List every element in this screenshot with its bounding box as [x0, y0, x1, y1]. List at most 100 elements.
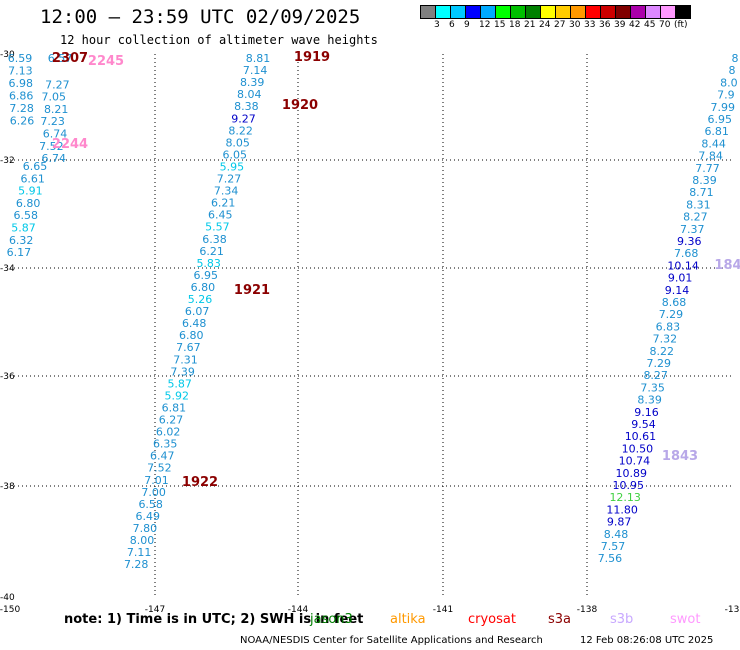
wave-height-value: 6.74 — [42, 152, 67, 165]
legend-labels: 3 6 9 12 15 18 21 24 27 30 33 36 39 42 45 70 (ft) — [421, 19, 691, 31]
wave-height-value: 6.57 — [48, 52, 73, 65]
legend-label: 42 — [629, 20, 641, 30]
legend-label: 3 — [434, 20, 440, 30]
wave-height-value: 6.48 — [182, 317, 207, 330]
pass-time-label: 1922 — [182, 475, 218, 490]
wave-height-value: 8.44 — [701, 137, 726, 150]
wave-height-value: 7.35 — [640, 381, 665, 394]
wave-height-value: 7.14 — [243, 64, 268, 77]
wave-height-value: 5.87 — [167, 377, 192, 390]
footer-credit: NOAA/NESDIS Center for Satellite Applica… — [240, 635, 543, 646]
wave-height-value: 6.02 — [156, 426, 181, 439]
mission-label-s3b: s3b — [610, 612, 634, 627]
legend-label: 70 — [659, 20, 671, 30]
wave-height-value: 9.54 — [631, 418, 656, 431]
wave-height-value: 8.27 — [643, 369, 668, 382]
color-legend: 3 6 9 12 15 18 21 24 27 30 33 36 39 42 45 70 (ft) — [420, 5, 691, 31]
legend-label: 27 — [554, 20, 566, 30]
wave-height-value: 9.36 — [677, 235, 702, 248]
mission-label-s3a: s3a — [548, 612, 572, 627]
wave-height-value: 6.59 — [8, 52, 33, 65]
pass-time-label: 2244 — [52, 137, 88, 152]
wave-height-value: 8 — [732, 52, 739, 65]
wave-height-value: 6.21 — [199, 245, 224, 258]
wave-height-value: 8.39 — [637, 394, 662, 407]
lat-tick-label: -34 — [0, 264, 15, 274]
wave-height-value: 8.39 — [240, 76, 265, 89]
wave-height-value: 5.57 — [205, 221, 230, 234]
track-east: 888.07.97.996.956.818.447.847.778.398.71… — [598, 52, 739, 565]
track-middle: 8.817.148.398.048.389.278.228.056.055.95… — [124, 52, 270, 571]
wave-height-value: 7.27 — [45, 78, 70, 91]
pass-time-label: 1843 — [662, 449, 698, 464]
lat-tick-label: -30 — [0, 50, 15, 60]
wave-height-value: 7.05 — [42, 91, 67, 104]
wave-height-value: 7.29 — [659, 308, 684, 321]
wave-height-value: 10.14 — [667, 259, 699, 272]
wave-height-value: 10.74 — [619, 455, 651, 468]
lon-tick-label: -147 — [145, 605, 165, 615]
legend-label: 18 — [509, 20, 521, 30]
wave-height-value: 6.61 — [20, 172, 45, 185]
legend-swatch — [675, 5, 691, 19]
pass-time-label: 2307 — [52, 51, 88, 66]
wave-height-value: 7.77 — [695, 162, 720, 175]
wave-height-value: 6.81 — [162, 401, 187, 414]
wave-height-value: 9.87 — [607, 516, 632, 529]
legend-label: 24 — [539, 20, 551, 30]
wave-height-value: 8.22 — [650, 345, 675, 358]
pass-time-label: 2245 — [88, 54, 124, 69]
wave-height-value: 7.13 — [8, 65, 33, 78]
wave-height-value: 8.04 — [237, 88, 262, 101]
wave-height-value: 7.9 — [717, 89, 735, 102]
wave-height-value: 10.89 — [616, 467, 648, 480]
legend-label: 39 — [614, 20, 626, 30]
wave-height-value: 7.52 — [39, 140, 64, 153]
wave-height-value: 9.01 — [668, 272, 693, 285]
mission-label-cryosat: cryosat — [468, 612, 516, 627]
wave-height-value: 7.67 — [176, 341, 201, 354]
wave-height-value: 6.80 — [191, 281, 216, 294]
wave-height-value: 6.27 — [159, 414, 184, 427]
wave-height-value: 6.74 — [43, 128, 68, 141]
lat-tick-label: -40 — [0, 593, 15, 603]
wave-height-value: 9.14 — [665, 284, 690, 297]
wave-height-value: 7.80 — [133, 522, 158, 535]
wave-height-value: 6.26 — [10, 115, 35, 128]
legend-label: 15 — [494, 20, 506, 30]
lon-tick-label: -141 — [433, 605, 453, 615]
track-west-inner: 6.577.277.058.217.236.747.526.74 — [39, 52, 72, 165]
pass-time-label: 1921 — [234, 283, 270, 298]
legend-label: 30 — [569, 20, 581, 30]
legend-label: 21 — [524, 20, 536, 30]
wave-height-value: 7.31 — [173, 353, 198, 366]
wave-height-value: 5.92 — [165, 389, 190, 402]
wave-height-value: 6.49 — [136, 510, 161, 523]
wave-height-value: 7.37 — [680, 223, 705, 236]
lat-tick-label: -32 — [0, 156, 15, 166]
wave-height-value: 11.80 — [606, 503, 638, 516]
wave-height-value: 8.0 — [720, 76, 738, 89]
wave-height-value: 6.05 — [223, 148, 248, 161]
mission-label-swot: swot — [670, 612, 701, 627]
wave-height-value: 8.48 — [604, 528, 629, 541]
wave-height-value: 6.45 — [208, 209, 233, 222]
map-subtitle: 12 hour collection of altimeter wave hei… — [60, 33, 378, 47]
wave-height-value: 6.80 — [179, 329, 204, 342]
wave-height-value: 7.39 — [170, 365, 195, 378]
wave-height-value: 7.34 — [214, 185, 239, 198]
wave-height-value: 6.07 — [185, 305, 210, 318]
wave-height-value: 8.31 — [686, 198, 711, 211]
wave-height-value: 6.98 — [9, 77, 34, 90]
altimeter-tracks: 6.597.136.986.867.286.266.656.615.916.80… — [7, 52, 739, 571]
wave-height-value: 8.22 — [228, 124, 253, 137]
wave-height-value: 7.29 — [647, 357, 672, 370]
wave-height-value: 7.99 — [711, 101, 736, 114]
wave-height-value: 6.21 — [211, 197, 236, 210]
lon-tick-label: -144 — [288, 605, 309, 615]
wave-height-value: 6.65 — [23, 160, 48, 173]
legend-label: (ft) — [674, 20, 688, 30]
wave-height-value: 8.21 — [44, 103, 69, 116]
legend-label: 36 — [599, 20, 611, 30]
